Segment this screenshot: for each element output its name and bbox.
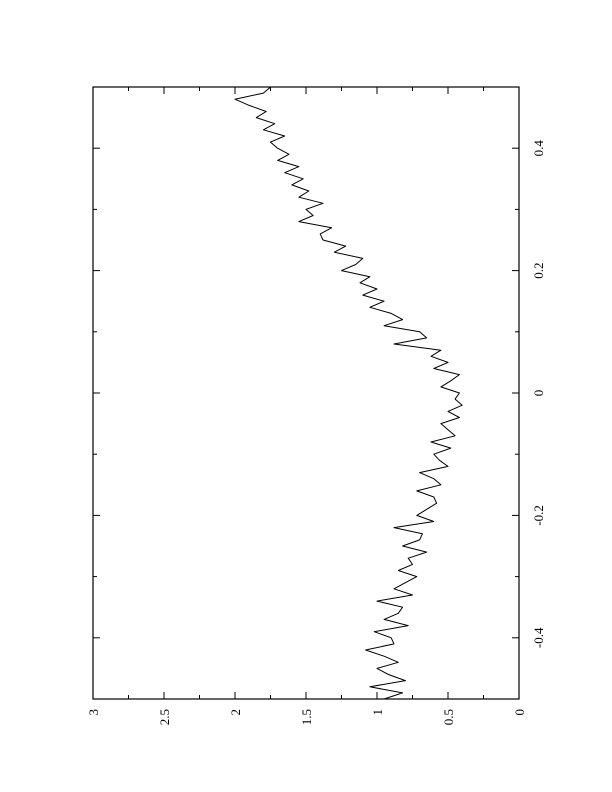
y-tick-label: 3 [86,709,101,716]
x-tick-label: -0.4 [531,627,546,648]
axis-ticks [92,86,520,700]
y-tick-label: 1.5 [299,709,314,725]
y-tick-label: 2 [228,709,243,716]
plot-frame [92,86,520,700]
y-tick-label: 0.5 [441,709,456,725]
y-tick-label: 1 [370,709,385,716]
y-tick-label: 2.5 [157,709,172,725]
series-line [234,86,463,700]
x-tick-label: 0 [531,390,546,397]
axis-tick-labels: -0.4 -0.2 0 0.2 0.4 0 0.5 1 1.5 2 2.5 3 [86,140,546,726]
x-tick-label: -0.2 [531,505,546,526]
x-tick-label: 0.4 [531,140,546,157]
x-tick-label: 0.2 [531,262,546,278]
y-tick-label: 0 [512,709,527,716]
